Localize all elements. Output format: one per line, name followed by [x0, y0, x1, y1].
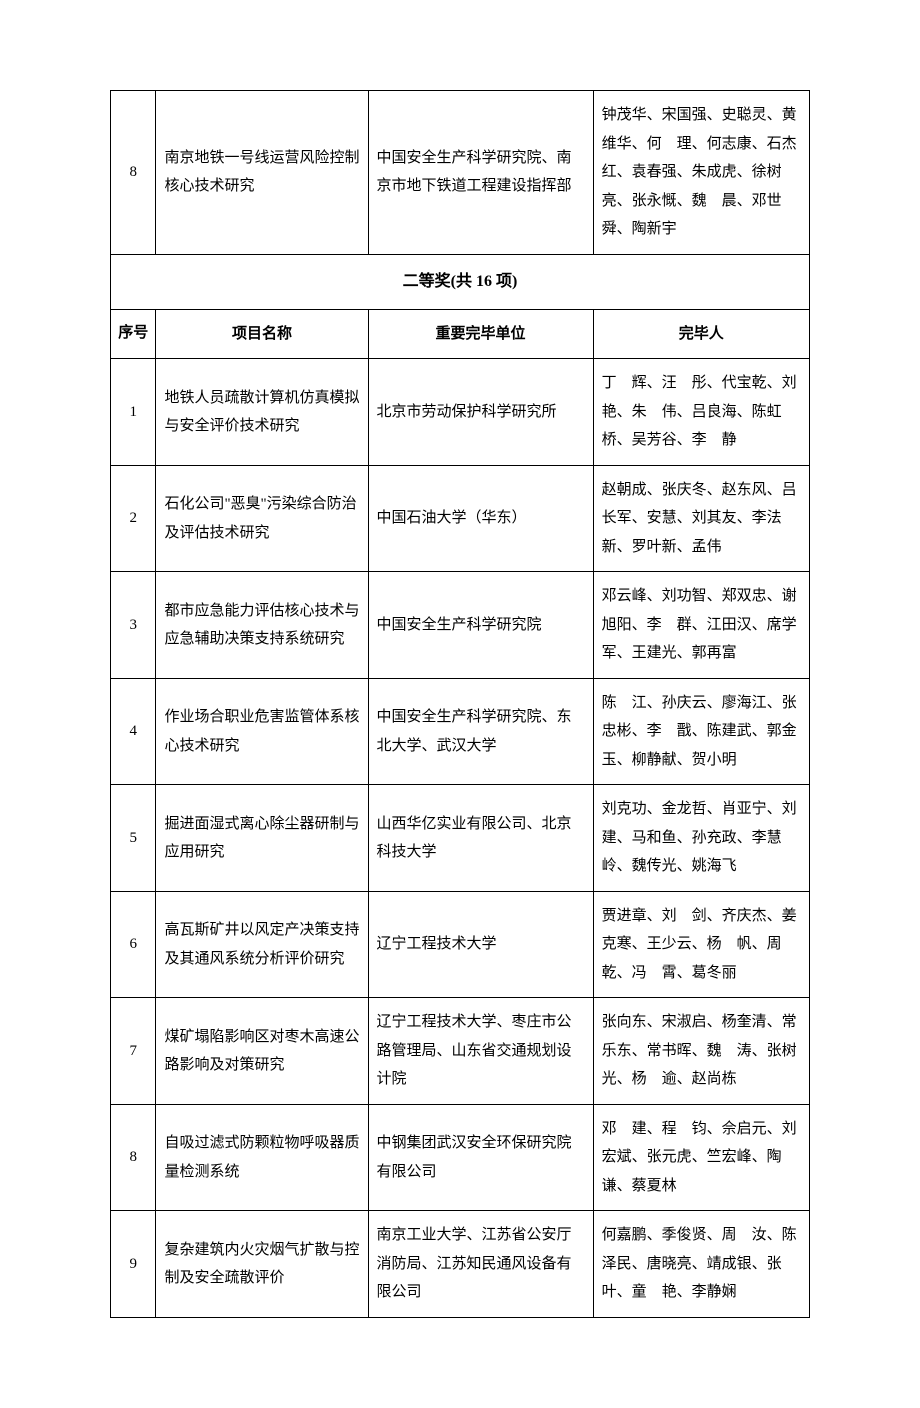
project-name: 自吸过滤式防颗粒物呼吸器质量检测系统	[156, 1104, 368, 1211]
project-people: 陈 江、孙庆云、廖海江、张忠彬、李 戬、陈建武、郭金玉、柳静献、贺小明	[593, 678, 809, 785]
row-num: 3	[111, 572, 156, 679]
table-row: 2石化公司"恶臭"污染综合防治及评估技术研究中国石油大学（华东）赵朝成、张庆冬、…	[111, 465, 810, 572]
row-num: 8	[111, 1104, 156, 1211]
header-seq: 序号	[111, 309, 156, 359]
project-people: 钟茂华、宋国强、史聪灵、黄维华、何 理、何志康、石杰红、袁春强、朱成虎、徐树亮、…	[593, 91, 809, 255]
project-org: 山西华亿实业有限公司、北京科技大学	[368, 785, 593, 892]
table-row: 8自吸过滤式防颗粒物呼吸器质量检测系统中钢集团武汉安全环保研究院有限公司邓 建、…	[111, 1104, 810, 1211]
project-org: 中国石油大学（华东）	[368, 465, 593, 572]
project-org: 北京市劳动保护科学研究所	[368, 359, 593, 466]
table-row: 6高瓦斯矿井以风定产决策支持及其通风系统分析评价研究辽宁工程技术大学贾进章、刘 …	[111, 891, 810, 998]
row-num: 7	[111, 998, 156, 1105]
project-people: 刘克功、金龙哲、肖亚宁、刘 建、马和鱼、孙充政、李慧岭、魏传光、姚海飞	[593, 785, 809, 892]
row-num: 4	[111, 678, 156, 785]
project-org: 中钢集团武汉安全环保研究院有限公司	[368, 1104, 593, 1211]
project-name: 地铁人员疏散计算机仿真模拟与安全评价技术研究	[156, 359, 368, 466]
header-people: 完毕人	[593, 309, 809, 359]
project-name: 煤矿塌陷影响区对枣木高速公路影响及对策研究	[156, 998, 368, 1105]
row-num: 6	[111, 891, 156, 998]
project-org: 辽宁工程技术大学、枣庄市公路管理局、山东省交通规划设计院	[368, 998, 593, 1105]
row-num: 2	[111, 465, 156, 572]
row-num: 5	[111, 785, 156, 892]
section-title: 二等奖(共 16 项)	[111, 254, 810, 309]
project-people: 张向东、宋淑启、杨奎清、常乐东、常书晖、魏 涛、张树光、杨 逾、赵尚栋	[593, 998, 809, 1105]
row-num: 8	[111, 91, 156, 255]
project-people: 丁 辉、汪 彤、代宝乾、刘 艳、朱 伟、吕良海、陈虹桥、吴芳谷、李 静	[593, 359, 809, 466]
table-row: 1地铁人员疏散计算机仿真模拟与安全评价技术研究北京市劳动保护科学研究所丁 辉、汪…	[111, 359, 810, 466]
project-people: 邓云峰、刘功智、郑双忠、谢旭阳、李 群、江田汉、席学军、王建光、郭再富	[593, 572, 809, 679]
project-name: 石化公司"恶臭"污染综合防治及评估技术研究	[156, 465, 368, 572]
project-name: 作业场合职业危害监管体系核心技术研究	[156, 678, 368, 785]
project-org: 中国安全生产科学研究院、南京市地下铁道工程建设指挥部	[368, 91, 593, 255]
table-row: 3都市应急能力评估核心技术与应急辅助决策支持系统研究中国安全生产科学研究院邓云峰…	[111, 572, 810, 679]
table-row: 9复杂建筑内火灾烟气扩散与控制及安全疏散评价南京工业大学、江苏省公安厅消防局、江…	[111, 1211, 810, 1318]
project-name: 都市应急能力评估核心技术与应急辅助决策支持系统研究	[156, 572, 368, 679]
project-name: 南京地铁一号线运营风险控制核心技术研究	[156, 91, 368, 255]
awards-table: 8 南京地铁一号线运营风险控制核心技术研究 中国安全生产科学研究院、南京市地下铁…	[110, 90, 810, 1318]
table-row: 8 南京地铁一号线运营风险控制核心技术研究 中国安全生产科学研究院、南京市地下铁…	[111, 91, 810, 255]
project-people: 贾进章、刘 剑、齐庆杰、姜克寒、王少云、杨 帆、周 乾、冯 霄、葛冬丽	[593, 891, 809, 998]
project-name: 高瓦斯矿井以风定产决策支持及其通风系统分析评价研究	[156, 891, 368, 998]
project-people: 邓 建、程 钧、佘启元、刘宏斌、张元虎、竺宏峰、陶 谦、蔡夏林	[593, 1104, 809, 1211]
project-org: 辽宁工程技术大学	[368, 891, 593, 998]
project-org: 南京工业大学、江苏省公安厅消防局、江苏知民通风设备有限公司	[368, 1211, 593, 1318]
row-num: 1	[111, 359, 156, 466]
section-header-row: 二等奖(共 16 项)	[111, 254, 810, 309]
row-num: 9	[111, 1211, 156, 1318]
project-name: 掘进面湿式离心除尘器研制与应用研究	[156, 785, 368, 892]
table-header-row: 序号 项目名称 重要完毕单位 完毕人	[111, 309, 810, 359]
project-people: 赵朝成、张庆冬、赵东风、吕长军、安慧、刘其友、李法新、罗叶新、孟伟	[593, 465, 809, 572]
project-people: 何嘉鹏、季俊贤、周 汝、陈泽民、唐晓亮、靖成银、张 叶、童 艳、李静娴	[593, 1211, 809, 1318]
header-org: 重要完毕单位	[368, 309, 593, 359]
header-name: 项目名称	[156, 309, 368, 359]
table-row: 4作业场合职业危害监管体系核心技术研究中国安全生产科学研究院、东北大学、武汉大学…	[111, 678, 810, 785]
project-org: 中国安全生产科学研究院	[368, 572, 593, 679]
project-name: 复杂建筑内火灾烟气扩散与控制及安全疏散评价	[156, 1211, 368, 1318]
table-row: 5掘进面湿式离心除尘器研制与应用研究山西华亿实业有限公司、北京科技大学刘克功、金…	[111, 785, 810, 892]
project-org: 中国安全生产科学研究院、东北大学、武汉大学	[368, 678, 593, 785]
table-row: 7煤矿塌陷影响区对枣木高速公路影响及对策研究辽宁工程技术大学、枣庄市公路管理局、…	[111, 998, 810, 1105]
